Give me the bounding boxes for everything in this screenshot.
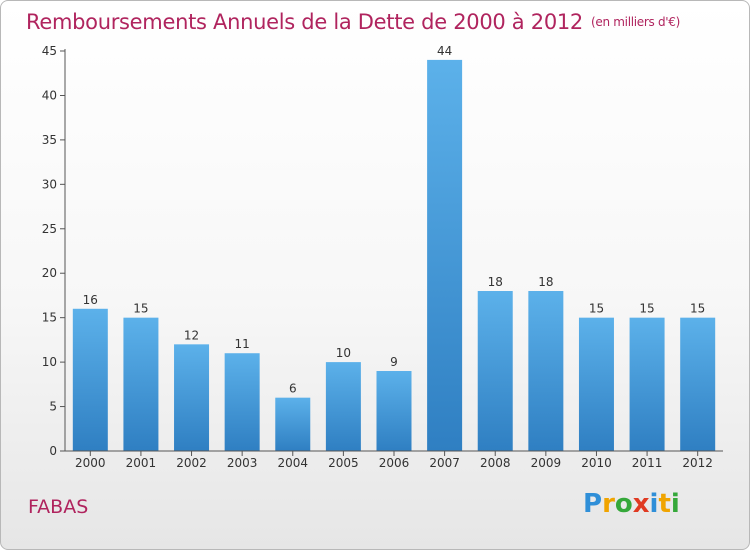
y-tick-label: 40 bbox=[42, 88, 57, 102]
data-label: 12 bbox=[184, 328, 199, 342]
bar-2010 bbox=[578, 317, 614, 451]
y-tick-label: 0 bbox=[49, 444, 57, 458]
unit-label: (en milliers d'€) bbox=[591, 15, 681, 29]
data-label: 6 bbox=[289, 382, 297, 396]
x-tick-label: 2008 bbox=[480, 456, 511, 470]
x-tick-label: 2002 bbox=[176, 456, 207, 470]
bar-2004 bbox=[275, 397, 311, 451]
data-label: 15 bbox=[589, 302, 604, 316]
data-label: 11 bbox=[235, 337, 250, 351]
data-label: 15 bbox=[133, 302, 148, 316]
logo-letter: i bbox=[670, 489, 680, 519]
y-tick-label: 10 bbox=[42, 355, 57, 369]
logo-letter: o bbox=[614, 489, 633, 519]
bar-2000 bbox=[72, 308, 108, 451]
data-label: 15 bbox=[639, 302, 654, 316]
bars-group: 16 15 12 11 6 10 9 44 18 18 15 15 15 bbox=[72, 44, 716, 452]
data-label: 44 bbox=[437, 44, 452, 58]
logo-letter: i bbox=[649, 489, 659, 519]
logo-letter: P bbox=[583, 489, 603, 519]
data-label: 18 bbox=[488, 275, 503, 289]
bar-2012 bbox=[680, 317, 716, 451]
data-label: 18 bbox=[538, 275, 553, 289]
bar-2002 bbox=[174, 344, 210, 451]
data-label: 15 bbox=[690, 302, 705, 316]
bar-2009 bbox=[528, 291, 564, 451]
x-tick-label: 2005 bbox=[328, 456, 359, 470]
x-tick-label: 2010 bbox=[581, 456, 612, 470]
y-tick-label: 30 bbox=[42, 177, 57, 191]
logo-letter: t bbox=[658, 489, 671, 519]
bar-2011 bbox=[629, 317, 665, 451]
x-tick-label: 2012 bbox=[682, 456, 713, 470]
data-label: 9 bbox=[390, 355, 398, 369]
y-tick-label: 15 bbox=[42, 311, 57, 325]
logo-letter: r bbox=[602, 489, 615, 519]
x-tick-label: 2007 bbox=[429, 456, 460, 470]
data-label: 16 bbox=[83, 293, 98, 307]
bar-2008 bbox=[477, 291, 513, 451]
chart-title: Remboursements Annuels de la Dette de 20… bbox=[26, 7, 680, 37]
x-tick-label: 2003 bbox=[227, 456, 258, 470]
axes-group: 0 5 10 15 20 25 30 35 40 45 2000 2001 2002 2003 2004 20… bbox=[42, 44, 723, 470]
y-tick-label: 25 bbox=[42, 222, 57, 236]
y-tick-label: 20 bbox=[42, 266, 57, 280]
logo-letter: x bbox=[632, 489, 650, 519]
data-label: 10 bbox=[336, 346, 351, 360]
commune-name: FABAS bbox=[28, 496, 89, 518]
bar-2003 bbox=[224, 353, 260, 451]
bar-2001 bbox=[123, 317, 159, 451]
bar-2006 bbox=[376, 371, 412, 451]
x-tick-label: 2009 bbox=[531, 456, 562, 470]
bar-2007 bbox=[427, 59, 463, 452]
y-tick-label: 45 bbox=[42, 44, 57, 58]
proxiti-logo: Proxiti bbox=[583, 487, 680, 521]
x-tick-label: 2001 bbox=[126, 456, 157, 470]
x-tick-label: 2011 bbox=[632, 456, 663, 470]
y-tick-label: 5 bbox=[49, 400, 57, 414]
x-tick-label: 2006 bbox=[379, 456, 410, 470]
bar-2005 bbox=[325, 362, 361, 451]
title-text: Remboursements Annuels de la Dette de 20… bbox=[26, 10, 583, 34]
x-tick-label: 2004 bbox=[277, 456, 308, 470]
x-tick-label: 2000 bbox=[75, 456, 106, 470]
y-tick-label: 35 bbox=[42, 133, 57, 147]
